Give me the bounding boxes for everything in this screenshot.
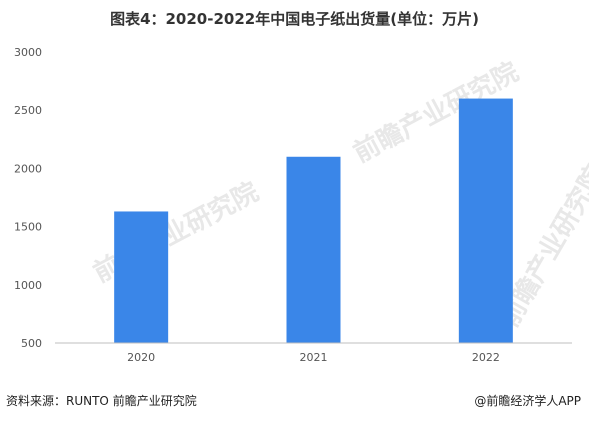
- y-tick-label: 2000: [14, 162, 42, 175]
- bar-2020: [114, 211, 169, 343]
- y-tick-label: 2500: [14, 104, 42, 117]
- y-axis-ticks: 500 1000 1500 2000 2500 3000: [14, 46, 42, 350]
- y-tick-label: 500: [21, 337, 42, 350]
- bar-2022: [458, 98, 513, 343]
- credit-note: @前瞻经济学人APP: [474, 394, 581, 408]
- x-tick-label: 2020: [127, 351, 155, 364]
- source-note: 资料来源：RUNTO 前瞻产业研究院: [6, 394, 197, 408]
- bars-group: [114, 98, 513, 343]
- chart-title: 图表4：2020-2022年中国电子纸出货量(单位：万片): [110, 10, 479, 28]
- y-tick-label: 3000: [14, 46, 42, 59]
- y-tick-label: 1500: [14, 221, 42, 234]
- x-tick-label: 2022: [472, 351, 500, 364]
- x-axis-ticks: 2020 2021 2022: [127, 351, 500, 364]
- y-tick-label: 1000: [14, 279, 42, 292]
- x-tick-label: 2021: [300, 351, 328, 364]
- bar-2021: [286, 156, 341, 343]
